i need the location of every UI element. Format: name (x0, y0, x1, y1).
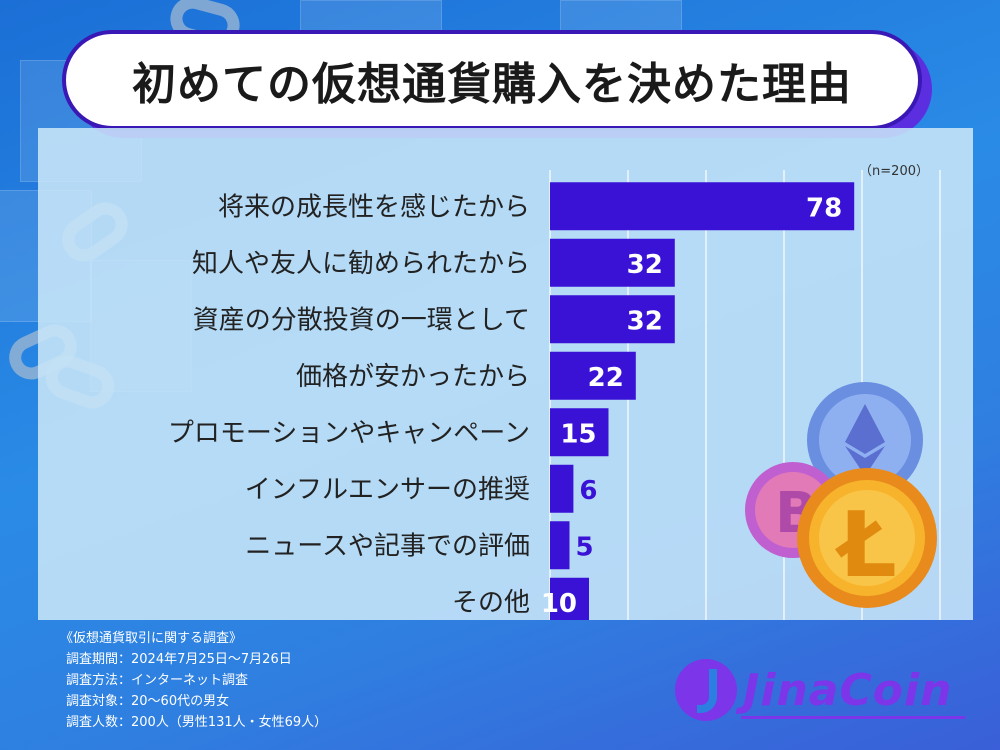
bar (550, 351, 636, 400)
svg-text:Ł: Ł (834, 493, 897, 598)
survey-heading: 《仮想通貨取引に関する調査》 (60, 631, 243, 646)
survey-count: 調査人数：200人（男性131人・女性69人） (66, 715, 328, 730)
bar-chart: 将来の成長性を感じたから 78 知人や友人に勧められたから 32 資産の分散投資の一環と… (168, 170, 941, 620)
category-label: 将来の成長性を感じたから (218, 192, 530, 222)
data-label: 5 (576, 532, 594, 562)
litecoin-coin-icon: Ł (797, 468, 937, 608)
survey-target: 調査対象：20〜60代の男女 (66, 694, 230, 709)
bar (550, 521, 570, 570)
logo-text: JinaCoin (743, 664, 953, 716)
category-label: その他 (452, 588, 530, 618)
data-label: 15 (560, 419, 596, 449)
data-label: 32 (627, 250, 663, 280)
bar (550, 238, 675, 287)
logo-mark-icon (675, 659, 737, 721)
logo-underline (741, 716, 965, 719)
category-label: インフルエンサーの推奨 (245, 475, 530, 505)
sample-size-note: （n=200） (859, 164, 929, 179)
data-label: 22 (588, 363, 624, 393)
survey-footer: 《仮想通貨取引に関する調査》 調査期間：2024年7月25日〜7月26日 調査方… (60, 628, 327, 733)
category-label: 知人や友人に勧められたから (192, 249, 530, 279)
data-label: 10 (541, 589, 577, 619)
category-label: ニュースや記事での評価 (245, 531, 530, 561)
title-box: 初めての仮想通貨購入を決めた理由 (62, 30, 922, 130)
category-label: プロモーションやキャンペーン (168, 418, 530, 448)
title-banner: 初めての仮想通貨購入を決めた理由 (62, 30, 932, 138)
bar (550, 182, 855, 231)
data-label: 32 (627, 306, 663, 336)
bar (550, 408, 609, 457)
crypto-coins-illustration: B Ł (745, 382, 937, 608)
category-label: 価格が安かったから (296, 362, 530, 392)
data-label: 78 (806, 193, 842, 223)
survey-method: 調査方法：インターネット調査 (66, 673, 249, 688)
jinacoin-logo: JinaCoin (675, 655, 975, 725)
ethereum-coin-icon (807, 382, 923, 498)
category-label: 資産の分散投資の一環として (193, 305, 530, 335)
bar (550, 577, 589, 620)
bar (550, 295, 675, 344)
survey-period: 調査期間：2024年7月25日〜7月26日 (66, 652, 292, 667)
page-title: 初めての仮想通貨購入を決めた理由 (132, 59, 852, 110)
bar (550, 464, 574, 513)
data-label: 6 (579, 476, 597, 506)
